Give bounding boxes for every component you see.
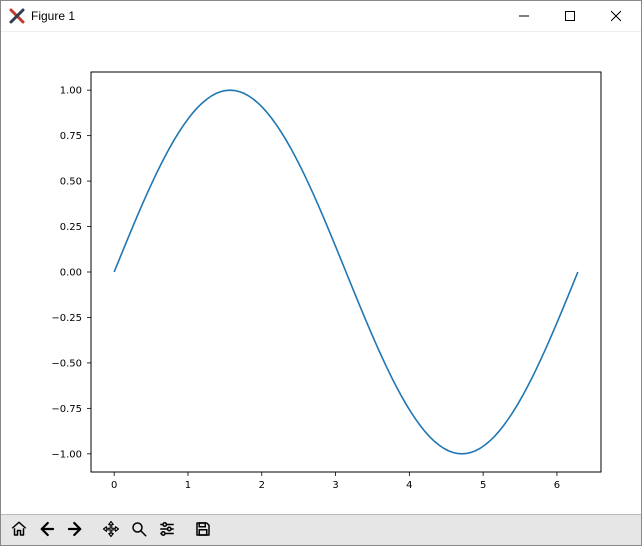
y-tick-label: 1.00 [60,86,82,97]
y-tick-label: 0.50 [60,177,82,188]
y-tick-label: 0.75 [60,131,82,142]
zoom-button[interactable] [125,516,153,544]
toolbar-separator [181,517,189,543]
configure-button[interactable] [153,516,181,544]
forward-button[interactable] [61,516,89,544]
minimize-button[interactable] [501,1,547,31]
plot-svg: 0 1 2 3 4 5 6 −1.00 −0.75 −0.50 −0.25 0.00 0.25 0.50 0… [1,32,641,514]
toolbar-separator [89,517,97,543]
x-tick-label: 0 [111,480,117,491]
y-tick-label: −1.00 [51,449,82,460]
x-tick-label: 1 [185,480,191,491]
plot-area: 0 1 2 3 4 5 6 −1.00 −0.75 −0.50 −0.25 0.00 0.25 0.50 0… [1,32,641,514]
y-tick-label: −0.25 [51,313,82,324]
maximize-button[interactable] [547,1,593,31]
configure-icon [158,520,176,541]
titlebar: Figure 1 [1,1,641,32]
save-button[interactable] [189,516,217,544]
forward-icon [66,520,84,541]
y-tick-label: −0.75 [51,404,82,415]
y-tick-label: 0.00 [60,268,82,279]
pan-icon [102,520,120,541]
x-tick-label: 6 [554,480,560,491]
home-icon [10,520,28,541]
y-tick-label: 0.25 [60,222,82,233]
back-button[interactable] [33,516,61,544]
x-tick-label: 3 [332,480,338,491]
figure-window: Figure 1 0 1 2 3 4 5 6 −1.00 −0.75 −0.50 −0.25 0.00… [0,0,642,546]
window-title: Figure 1 [31,9,75,23]
x-tick-label: 2 [259,480,265,491]
y-tick-label: −0.50 [51,358,82,369]
x-tick-label: 4 [406,480,412,491]
x-tick-label: 5 [480,480,486,491]
zoom-icon [130,520,148,541]
home-button[interactable] [5,516,33,544]
back-icon [38,520,56,541]
pan-button[interactable] [97,516,125,544]
toolbar [1,514,641,545]
close-button[interactable] [593,1,639,31]
save-icon [194,520,212,541]
app-icon [9,8,25,24]
